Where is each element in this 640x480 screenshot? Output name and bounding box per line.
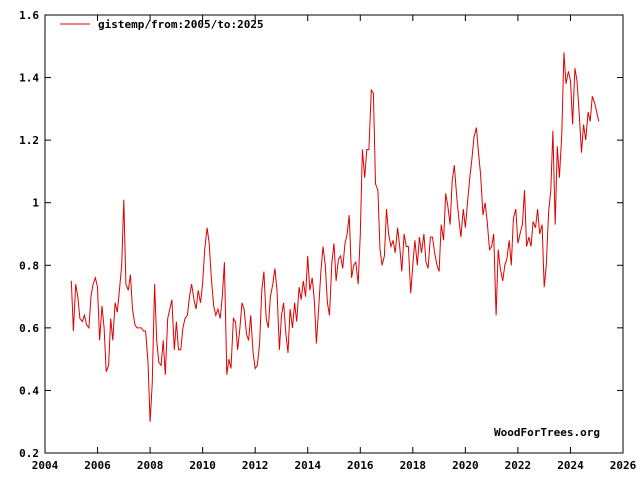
y-tick-label: 1 [32, 197, 39, 210]
x-tick-label: 2016 [347, 459, 374, 472]
y-tick-label: 0.4 [19, 384, 39, 397]
plot-frame [44, 14, 624, 454]
x-tick-labels: 2004 2006 2008 2010 2012 2014 2016 2018 2020 2022… [32, 459, 637, 472]
legend-label: gistemp/from:2005/to:2025 [98, 18, 264, 31]
x-tick-label: 2010 [189, 459, 216, 472]
x-tick-label: 2022 [505, 459, 532, 472]
x-tick-label: 2026 [610, 459, 637, 472]
x-tick-label: 2004 [32, 459, 59, 472]
y-tick-label: 1.4 [19, 72, 39, 85]
axis-ticks [44, 14, 624, 454]
x-tick-label: 2012 [242, 459, 269, 472]
x-tick-label: 2008 [137, 459, 164, 472]
series-line-gistemp [70, 52, 600, 422]
y-tick-label: 0.6 [19, 322, 39, 335]
y-tick-label: 0.2 [19, 447, 39, 460]
x-tick-label: 2018 [400, 459, 427, 472]
y-tick-label: 0.8 [19, 259, 39, 272]
y-tick-label: 1.2 [19, 134, 39, 147]
x-tick-label: 2006 [84, 459, 111, 472]
x-tick-label: 2020 [452, 459, 479, 472]
y-tick-label: 1.6 [19, 9, 39, 22]
y-tick-labels: 0.2 0.4 0.6 0.8 1 1.2 1.4 1.6 [19, 9, 39, 460]
x-tick-label: 2024 [557, 459, 584, 472]
credit-label: WoodForTrees.org [494, 426, 600, 439]
x-tick-label: 2014 [294, 459, 321, 472]
